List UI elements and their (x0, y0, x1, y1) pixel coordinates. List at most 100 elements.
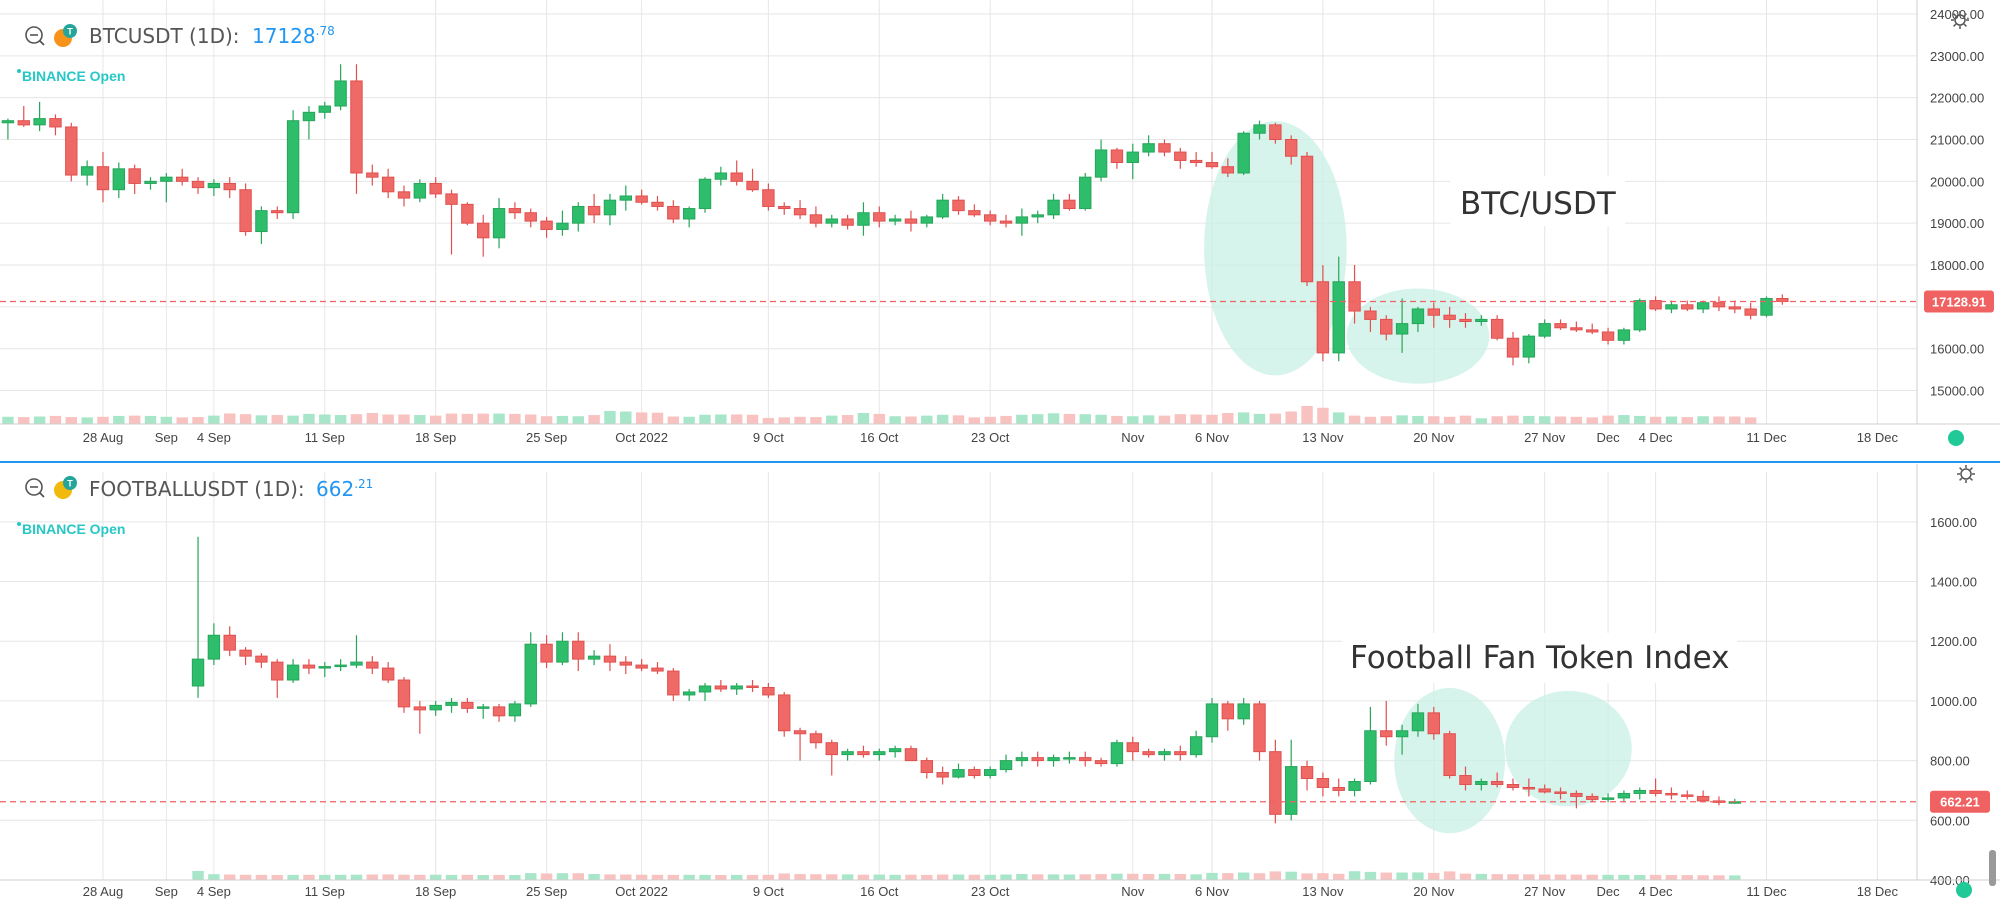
btc-exchange-label: BINANCE Open (22, 68, 125, 84)
btc-candle (888, 214, 902, 226)
fb-x-tick-label: 18 Dec (1857, 884, 1899, 899)
fb-candle (1348, 778, 1361, 797)
btc-candle (1189, 152, 1203, 167)
btc-candle (603, 193, 617, 226)
btc-volume-bar (160, 416, 173, 424)
fb-x-tick-label: Dec (1596, 884, 1620, 899)
btc-time-axis[interactable]: 28 Aug Sep 4 Sep 11 Sep 18 Sep 25 Sep Oct 2022… (0, 423, 2000, 445)
fb-volume-bar (1443, 871, 1456, 880)
btc-candle (1316, 265, 1330, 362)
football-settings-icon[interactable] (1957, 465, 1975, 483)
fb-candle (936, 766, 949, 785)
fb-volume-bar (224, 874, 236, 880)
fb-volume-bar (1681, 875, 1693, 880)
fb-volume-bar (1079, 874, 1091, 880)
btc-x-tick-label: 28 Aug (83, 430, 124, 445)
btc-x-tick-label: 4 Sep (197, 430, 231, 445)
football-x-tick-labels: 28 Aug Sep 4 Sep 11 Sep 18 Sep 25 Sep Oct 2022… (83, 884, 1899, 899)
btc-candle (1110, 147, 1124, 169)
btc-volume-bar (366, 413, 379, 424)
fb-candle (1126, 736, 1139, 761)
btc-volume-bar (1586, 417, 1598, 424)
fb-candle (1665, 787, 1678, 800)
football-time-axis[interactable]: 28 Aug Sep 4 Sep 11 Sep 18 Sep 25 Sep Oct 2022… (0, 879, 2000, 899)
fb-x-tick-label: 6 Nov (1195, 884, 1229, 899)
btc-candle (1728, 300, 1742, 314)
btc-y-tick-label: 21000.00 (1930, 133, 1984, 148)
fb-candle (318, 662, 331, 678)
football-scroll-indicator[interactable] (1956, 882, 1972, 898)
football-symbol-title: FOOTBALLUSDT (1D): (89, 477, 305, 501)
fb-volume-bar (1586, 874, 1598, 880)
football-annotation-bg (1342, 633, 1737, 683)
btc-scroll-indicator[interactable] (1948, 430, 1964, 446)
btc-volume-bar (224, 413, 236, 424)
btc-axis-bg (1917, 0, 2000, 424)
fb-volume-bar (1206, 872, 1218, 880)
btc-y-tick-label: 23000.00 (1930, 49, 1984, 64)
fb-candle (920, 757, 934, 779)
btc-price-axis[interactable]: 24000.00 23000.00 22000.00 21000.00 20000.00… (1916, 0, 2000, 424)
fb-candle (350, 635, 363, 669)
fb-volume-bar (1618, 874, 1630, 880)
btc-volume-bar (778, 417, 790, 424)
btc-candle (619, 185, 633, 211)
btc-volume-bar (319, 414, 331, 424)
btc-volume-bar (1095, 414, 1107, 424)
btc-volume-bar (889, 416, 901, 424)
football-zoom-out-icon[interactable] (25, 478, 45, 498)
btc-candle (746, 168, 759, 192)
btc-candle (1253, 120, 1266, 140)
btc-candle (1284, 135, 1298, 165)
btc-volume-bar (1222, 413, 1234, 424)
btc-y-tick-label: 16000.00 (1930, 342, 1984, 357)
fb-candle (477, 703, 490, 719)
btc-volume-bar (445, 413, 458, 424)
btc-candle (730, 160, 743, 186)
btc-candle (1586, 323, 1599, 335)
btc-candle (1063, 193, 1076, 211)
btc-volume-bar (635, 412, 648, 424)
btc-candle (682, 206, 696, 228)
btc-candle (556, 210, 569, 236)
fb-candle (397, 677, 411, 713)
fb-candle (1459, 766, 1472, 791)
btc-x-tick-label: Sep (155, 430, 178, 445)
fb-volume-bar (271, 875, 283, 880)
fb-candle (1063, 751, 1076, 764)
fb-volume-bar (540, 873, 553, 880)
btc-zoom-out-icon[interactable] (25, 26, 45, 46)
btc-volume-bar (1538, 416, 1551, 424)
fb-volume-bar (572, 873, 584, 880)
fb-candle (1380, 700, 1393, 746)
fb-candle (1110, 739, 1124, 767)
football-price-axis[interactable]: 1600.00 1400.00 1200.00 1000.00 800.00 600.00… (1916, 464, 2000, 888)
btc-candle (572, 202, 585, 232)
btc-volume-bar (33, 416, 46, 424)
fb-volume-bar (1523, 874, 1535, 880)
btc-volume-bar (841, 415, 854, 424)
btc-volume-bar (1634, 415, 1646, 424)
btc-volume-bar (429, 415, 442, 424)
btc-settings-icon[interactable] (1951, 11, 1969, 29)
fb-volume-bar (1396, 872, 1408, 880)
btc-highlight-ellipse (1346, 288, 1490, 384)
fb-candle (857, 745, 870, 758)
svg-text:T: T (67, 479, 73, 489)
fb-volume-bar (1634, 875, 1646, 880)
btc-binance-dot (17, 69, 21, 73)
fb-volume-bar (1301, 873, 1313, 880)
btc-volume-bar (651, 412, 664, 424)
football-highlights (1394, 687, 1632, 834)
btc-volume-bar (620, 411, 632, 424)
football-binance-dot (17, 522, 21, 526)
btc-volume-bar (1665, 416, 1678, 424)
btc-candle (1126, 143, 1139, 180)
scrollbar-handle[interactable] (1989, 850, 1996, 886)
fb-volume-bar (1412, 872, 1424, 880)
fb-volume-bar (921, 874, 933, 880)
btc-candle (286, 110, 300, 219)
fb-volume-bar (604, 874, 616, 880)
btc-volume-bar (730, 414, 743, 424)
